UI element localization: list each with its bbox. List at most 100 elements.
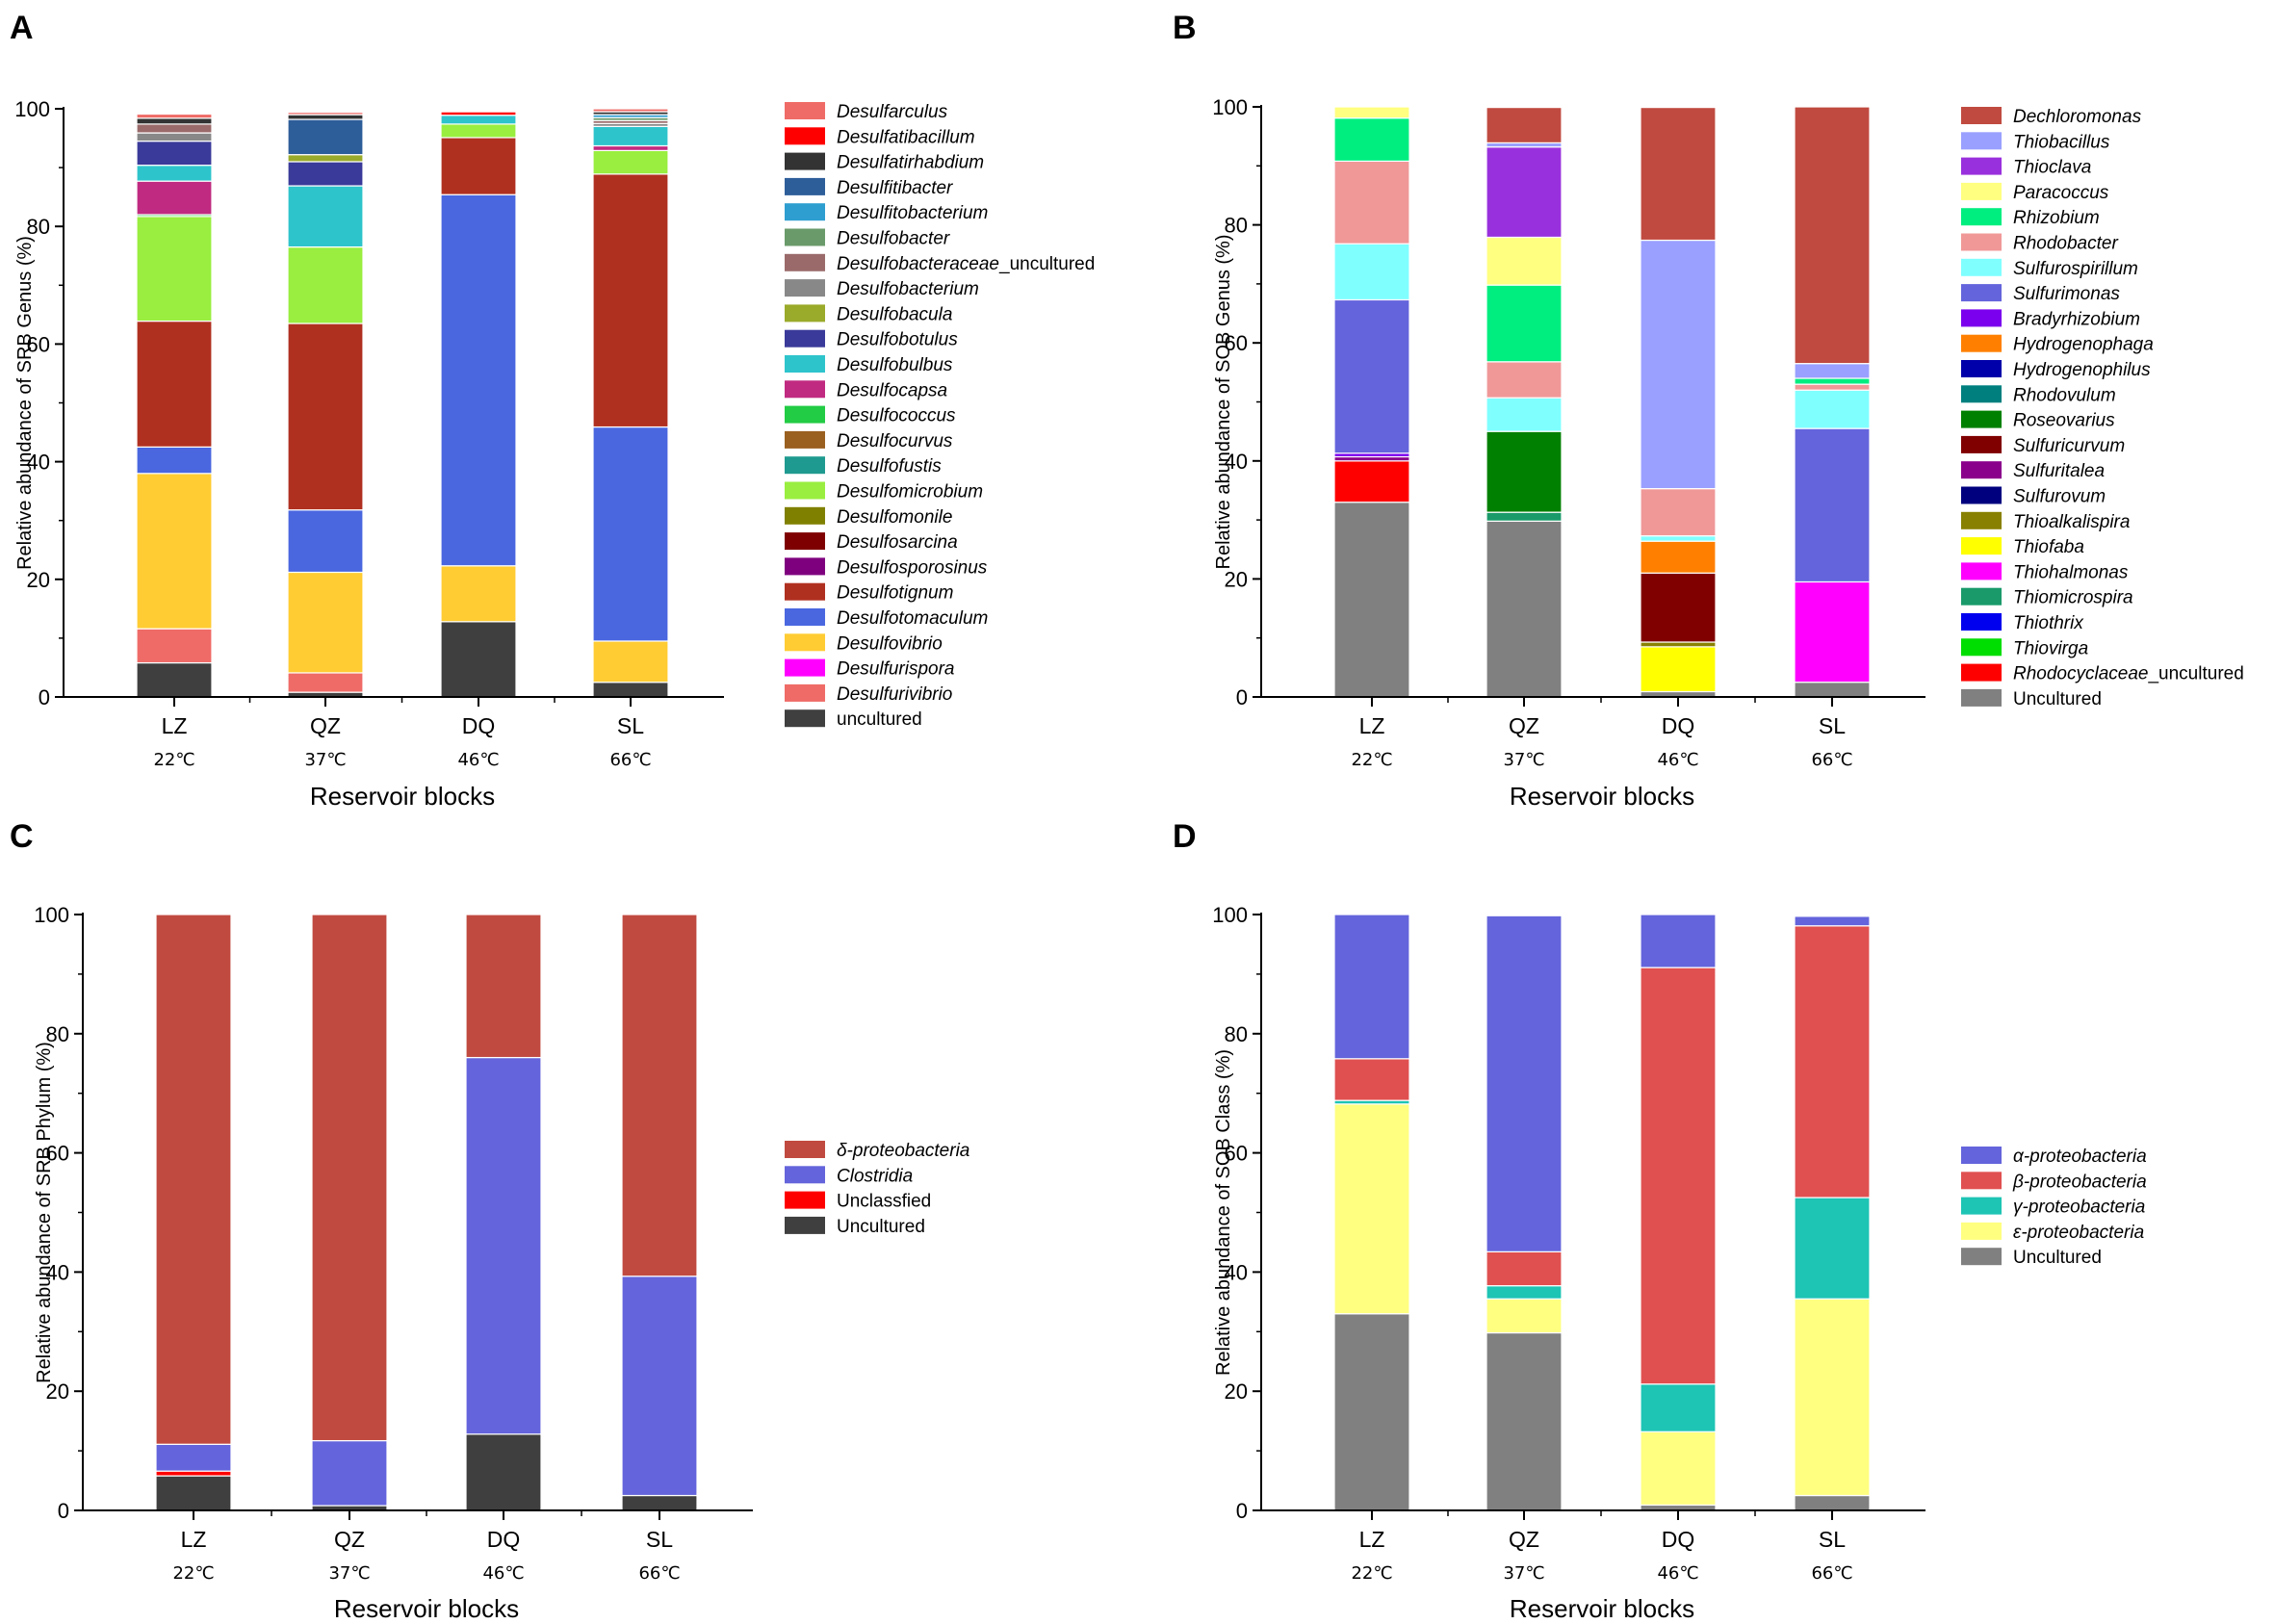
legend-label-desulfobacteraceae-uncultured: Desulfobacteraceae_uncultured xyxy=(837,254,1095,274)
bar-segment-lz-proteobacteria xyxy=(1333,1058,1410,1101)
temperature-label-sl: 66℃ xyxy=(609,750,651,770)
legend-label-uncultured: Uncultured xyxy=(2013,1248,2102,1268)
legend-label-thiobacillus: Thiobacillus xyxy=(2013,132,2110,152)
legend-swatch-desulfitibacter xyxy=(785,177,825,195)
bar-segment-lz-desulfurivibrio xyxy=(136,628,213,664)
legend-label-bradyrhizobium: Bradyrhizobium xyxy=(2013,309,2140,329)
x-axis-title: Reservoir blocks xyxy=(1510,782,1694,811)
bar-segment-lz-uncultured xyxy=(136,661,213,698)
legend-label-desulfurispora: Desulfurispora xyxy=(837,659,955,680)
legend-label-rhodovulum: Rhodovulum xyxy=(2013,385,2116,405)
temperature-label-lz: 22℃ xyxy=(153,750,194,770)
legend-swatch-proteobacteria xyxy=(1961,1197,2002,1215)
legend-label-desulfofustis: Desulfofustis xyxy=(837,456,942,477)
bar-segment-sl-rhizobium xyxy=(1794,377,1871,385)
bar-segment-dq-desulfarculus xyxy=(440,110,517,113)
legend-swatch-thiofaba xyxy=(1961,537,2002,555)
bar-segment-sl-uncultured xyxy=(1794,682,1871,698)
bar-segment-lz-desulfotomaculum xyxy=(136,446,213,475)
legend-swatch-desulfofustis xyxy=(785,456,825,475)
legend-swatch-sulfuritalea xyxy=(1961,461,2002,479)
legend-label-thiofaba: Thiofaba xyxy=(2013,537,2084,557)
bar-segment-dq-thiobacillus xyxy=(1640,239,1717,490)
bar-segment-lz-sulfuritalea xyxy=(1333,455,1410,462)
legend-label-thioclava: Thioclava xyxy=(2013,158,2091,178)
x-tick-label-sl: SL xyxy=(1819,713,1846,738)
bar-segment-lz-paracoccus xyxy=(1333,106,1410,119)
x-tick-label-dq: DQ xyxy=(1662,1527,1695,1552)
x-axis-title: Reservoir blocks xyxy=(334,1594,519,1623)
panel-c: C 0 20 40 60 80 100 LZ 22℃ QZ 37℃ DQ 46℃ SL 66℃ Reservo… xyxy=(10,818,969,1623)
x-tick-label-sl: SL xyxy=(646,1527,673,1552)
legend-label-desulfotomaculum: Desulfotomaculum xyxy=(837,608,988,629)
bar-segment-lz-sulfurimonas xyxy=(1333,298,1410,454)
panel-letter: C xyxy=(10,818,34,855)
bar-segment-qz-desulfurivibrio xyxy=(287,672,364,693)
bar-segment-qz-proteobacteria xyxy=(1486,1250,1563,1287)
bar-segment-qz-uncultured xyxy=(1486,520,1563,698)
bar-segment-lz-rhodobacter xyxy=(1333,160,1410,245)
legend-swatch-desulfatibacillum xyxy=(785,127,825,145)
legend-label-rhodocyclaceae-uncultured: Rhodocyclaceae_uncultured xyxy=(2013,664,2244,684)
temperature-label-dq: 46℃ xyxy=(1657,1563,1698,1584)
bar-segment-lz-desulfovibrio xyxy=(136,473,213,630)
bar-segment-dq-proteobacteria xyxy=(465,914,542,1059)
legend-swatch-desulfobacterium xyxy=(785,279,825,297)
legend-label-rhizobium: Rhizobium xyxy=(2013,208,2100,228)
legend-label-paracoccus: Paracoccus xyxy=(2013,183,2109,203)
legend-swatch-desulfovibrio xyxy=(785,633,825,652)
legend-swatch-thioclava xyxy=(1961,157,2002,175)
bar-segment-sl-desulfocapsa xyxy=(592,144,669,151)
legend-label-sulfuritalea: Sulfuritalea xyxy=(2013,461,2105,481)
bar-segment-dq-desulfotignum xyxy=(440,137,517,195)
legend-label-uncultured: Uncultured xyxy=(837,1217,925,1237)
legend-label-thiothrix: Thiothrix xyxy=(2013,613,2084,633)
temperature-label-qz: 37℃ xyxy=(1503,750,1544,770)
legend-label-thioalkalispira: Thioalkalispira xyxy=(2013,512,2130,532)
legend-label-sulfurovum: Sulfurovum xyxy=(2013,487,2106,507)
bar-segment-sl-proteobacteria xyxy=(1794,915,1871,927)
legend-swatch-rhodocyclaceae-uncultured xyxy=(1961,663,2002,682)
legend-swatch-desulfobacteraceae-uncultured xyxy=(785,253,825,271)
bar-segment-sl-rhodobacter xyxy=(1794,383,1871,391)
bar-segment-dq-uncultured xyxy=(465,1433,542,1511)
bar-segment-qz-desulfomicrobium xyxy=(287,245,364,324)
legend-label-desulfosarcina: Desulfosarcina xyxy=(837,532,958,553)
legend-swatch-sulfurimonas xyxy=(1961,284,2002,302)
bar-segment-sl-desulfomicrobium xyxy=(592,149,669,175)
legend-label-desulfitibacter: Desulfitibacter xyxy=(837,178,953,198)
bar-segment-lz-desulfocapsa xyxy=(136,180,213,216)
legend-label-desulfobulbus: Desulfobulbus xyxy=(837,355,953,375)
bar-segment-lz-proteobacteria xyxy=(155,914,232,1445)
y-axis-title: Relative abundance of SOB Class (%) xyxy=(1213,1049,1234,1376)
bar-segment-qz-proteobacteria xyxy=(1486,1298,1563,1334)
legend-swatch-rhodobacter xyxy=(1961,233,2002,251)
x-tick-label-dq: DQ xyxy=(1662,713,1695,738)
legend-label-desulfomicrobium: Desulfomicrobium xyxy=(837,482,983,503)
legend-label-proteobacteria: δ-proteobacteria xyxy=(837,1141,969,1161)
bar-segment-dq-sulfurospirillum xyxy=(1640,535,1717,542)
bar-segment-lz-desulfatirhabdium xyxy=(136,117,213,125)
legend-label-desulfobotulus: Desulfobotulus xyxy=(837,330,958,350)
legend-swatch-desulfatirhabdium xyxy=(785,152,825,170)
temperature-label-lz: 22℃ xyxy=(1351,750,1392,770)
legend: Desulfarculus Desulfatibacillum Desulfatir… xyxy=(785,102,1095,730)
legend-label-desulfosporosinus: Desulfosporosinus xyxy=(837,557,988,578)
legend-swatch-paracoccus xyxy=(1961,182,2002,200)
bar-segment-sl-desulfobulbus xyxy=(592,125,669,147)
bar-segment-qz-rhizobium xyxy=(1486,284,1563,363)
bar-segment-lz-clostridia xyxy=(155,1443,232,1472)
legend-swatch-desulfococcus xyxy=(785,405,825,424)
bar-segment-sl-desulfotomaculum xyxy=(592,425,669,642)
bar-segment-dq-proteobacteria xyxy=(1640,967,1717,1385)
legend-swatch-rhizobium xyxy=(1961,208,2002,226)
legend-swatch-rhodovulum xyxy=(1961,385,2002,403)
legend-swatch-desulfitobacterium xyxy=(785,203,825,221)
legend: α-proteobacteria β-proteobacteria γ-proteo… xyxy=(1961,1147,2147,1268)
bar-segment-sl-uncultured xyxy=(1794,1494,1871,1511)
legend-swatch-desulfomonile xyxy=(785,506,825,525)
bar-segment-sl-thiobacillus xyxy=(1794,363,1871,379)
bar-segment-qz-desulfitibacter xyxy=(287,118,364,156)
x-tick-label-lz: LZ xyxy=(1359,1527,1385,1552)
x-tick-label-lz: LZ xyxy=(162,713,188,738)
